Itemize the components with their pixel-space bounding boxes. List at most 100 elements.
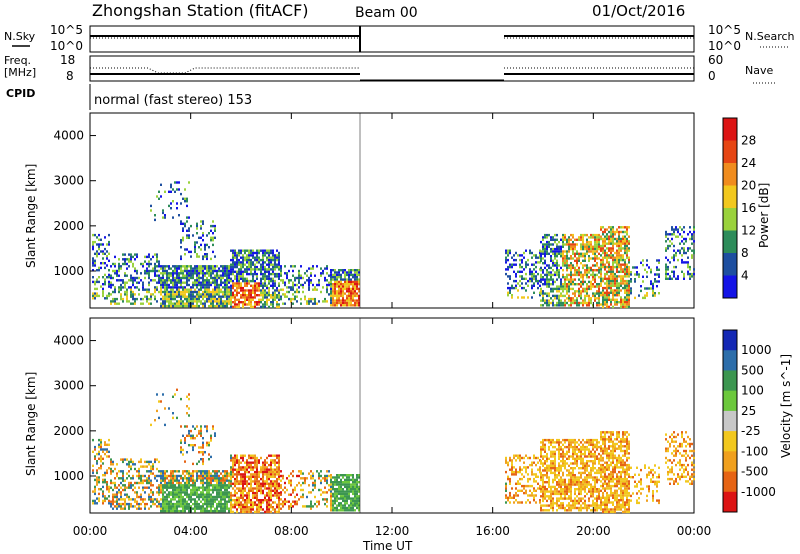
echo-cell [344,280,346,284]
echo-cell [604,301,606,304]
echo-cell [206,477,208,480]
echo-cell [156,253,158,256]
echo-cell [240,480,242,483]
echo-cell [622,277,624,280]
echo-cell [226,281,228,284]
echo-cell [166,288,168,291]
echo-cell [222,304,224,308]
echo-cell [194,265,196,268]
echo-cell [252,466,254,469]
echo-cell [596,255,598,258]
echo-cell [342,492,344,496]
echo-cell [612,249,614,252]
echo-cell [312,297,314,301]
echo-cell [350,490,352,493]
echo-cell [580,276,582,279]
echo-cell [220,290,222,294]
echo-cell [252,286,254,290]
echo-cell [202,472,204,475]
echo-cell [677,249,679,252]
echo-cell [328,274,330,277]
nsky-tick-bottom: 10^0 [50,39,83,53]
echo-cell [250,251,252,255]
echo-cell [298,286,300,289]
echo-cell [340,269,342,272]
echo-cell [146,288,148,291]
echo-cell [634,278,636,281]
echo-cell [540,252,542,255]
echo-cell [188,304,190,308]
echo-cell [124,258,126,261]
echo-cell [208,500,210,503]
echo-cell [224,281,226,284]
echo-cell [164,481,166,485]
freq-tick-bottom: 8 [66,69,74,83]
echo-cell [338,301,340,305]
echo-cell [304,297,306,301]
echo-cell [336,278,338,281]
echo-cell [230,296,232,299]
echo-cell [228,486,230,489]
echo-cell [102,495,104,498]
echo-cell [238,268,240,271]
echo-cell [264,473,266,476]
echo-cell [180,505,182,508]
echo-cell [554,233,556,237]
echo-cell [234,305,236,309]
echo-cell [180,290,182,294]
echo-cell [608,291,610,294]
echo-cell [208,481,210,485]
echo-cell [338,488,340,491]
echo-cell [222,281,224,284]
echo-cell [562,262,564,265]
echo-cell [230,482,232,485]
echo-cell [210,484,212,487]
echo-cell [260,277,262,280]
echo-cell [196,279,198,282]
echo-cell [166,297,168,301]
echo-cell [230,454,232,457]
echo-cell [232,249,234,252]
echo-cell [618,230,620,234]
echo-cell [192,446,194,449]
echo-cell [582,259,584,262]
echo-cell [210,509,212,513]
echo-cell [592,292,594,295]
echo-cell [216,493,218,496]
echo-cell [220,265,222,268]
echo-cell [202,507,204,510]
echo-cell [548,271,550,274]
echo-cell [584,243,586,246]
echo-cell [584,297,586,300]
echo-cell [234,265,236,269]
echo-cell [612,256,614,259]
echo-cell [226,484,228,487]
echo-cell [268,263,270,266]
echo-cell [174,281,176,284]
echo-cell [622,226,624,229]
echo-cell [240,249,242,252]
echo-cell [610,240,612,243]
echo-cell [330,285,332,288]
echo-cell [238,282,240,285]
echo-cell [628,286,630,290]
echo-cell [92,499,94,503]
echo-cell [290,502,292,506]
echo-cell [318,500,320,503]
echo-cell [148,470,150,473]
echo-cell [198,432,200,435]
echo-cell [182,448,184,452]
echo-cell [230,270,232,273]
echo-cell [272,291,274,294]
echo-cell [356,497,358,500]
echo-cell [630,292,632,295]
echo-cell [98,457,100,460]
echo-cell [616,240,618,243]
echo-cell [230,473,232,476]
echo-cell [150,209,152,212]
echo-cell [182,286,184,289]
echo-cell [284,502,286,506]
echo-cell [238,503,240,506]
echo-cell [318,477,320,480]
echo-cell [202,444,204,447]
